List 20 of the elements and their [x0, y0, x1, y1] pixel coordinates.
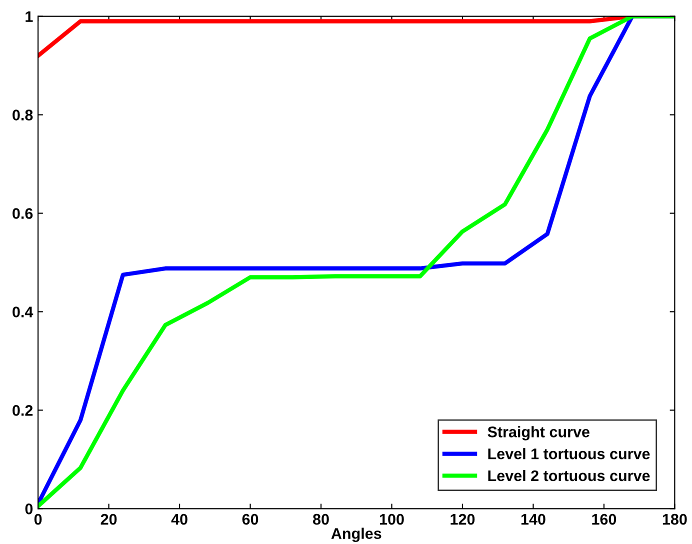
y-tick-label: 0.2	[12, 405, 33, 416]
y-tick-label: 0.6	[12, 208, 33, 219]
legend-label: Straight curve	[488, 426, 590, 440]
x-tick-label: 20	[100, 514, 117, 525]
y-tick-label: 1	[26, 11, 33, 22]
x-tick-label: 120	[450, 514, 475, 525]
x-tick-label: 100	[380, 514, 404, 525]
legend-label: Level 2 tortuous curve	[488, 470, 650, 482]
y-tick-label: 0	[25, 504, 33, 514]
x-tick-label: 160	[592, 514, 616, 525]
x-tick-label: 180	[662, 514, 687, 525]
y-tick-label: 0.8	[12, 110, 33, 120]
x-tick-label: 40	[171, 514, 188, 525]
x-axis-title: Angles	[331, 528, 382, 542]
x-tick-label: 140	[521, 514, 546, 525]
x-tick-label: 0	[34, 514, 42, 525]
y-tick-label: 0.4	[12, 306, 34, 318]
x-tick-label: 60	[242, 514, 258, 525]
x-tick-label: 80	[313, 514, 329, 525]
legend-label: Level 1 tortuous curve	[488, 448, 650, 460]
